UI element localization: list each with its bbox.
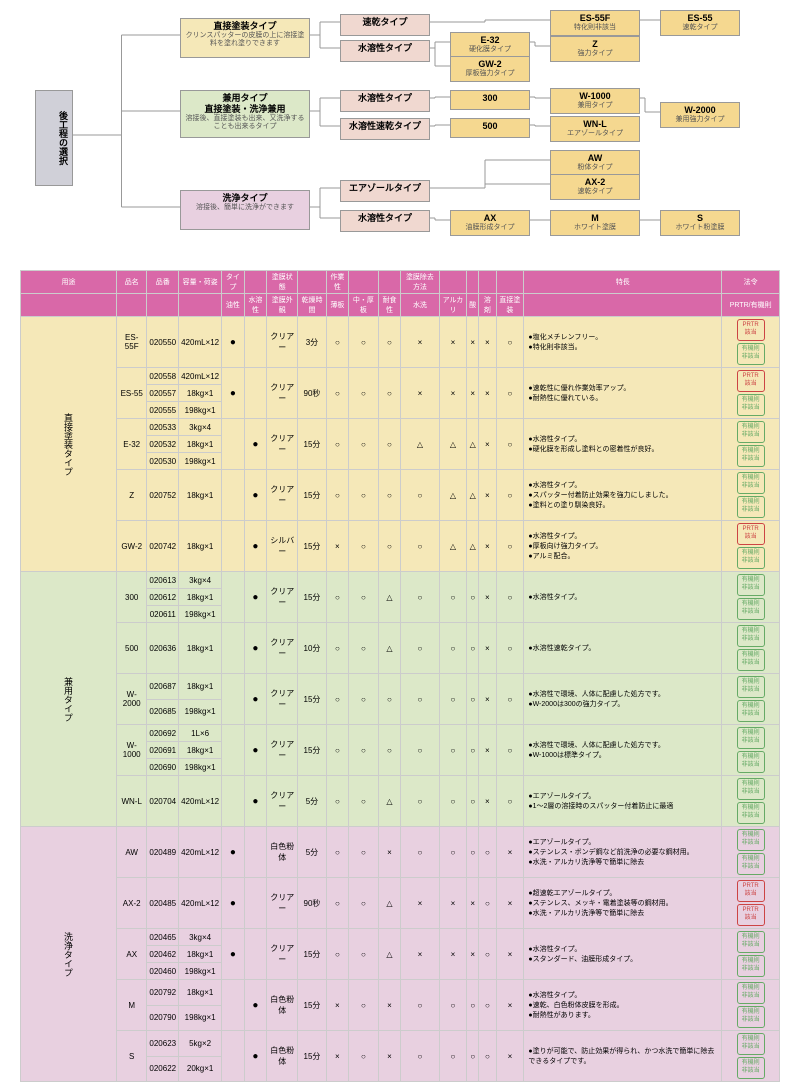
flow-box: 洗浄タイプ溶接後、簡単に洗浄ができます <box>180 190 310 230</box>
flow-box: 兼用タイプ直接塗装・洗浄兼用溶接後、直接塗装も出来、又洗浄することも出来るタイプ <box>180 90 310 138</box>
flow-box: 水溶性タイプ <box>340 90 430 112</box>
flow-box: Sホワイト粉塗膜 <box>660 210 740 236</box>
flow-box: W-2000兼用強力タイプ <box>660 102 740 128</box>
flow-box: WN-Lエアゾールタイプ <box>550 116 640 142</box>
flow-box: AX-2速乾タイプ <box>550 174 640 200</box>
flow-box: E-32硬化膜タイプ <box>450 32 530 58</box>
flow-box: 水溶性タイプ <box>340 210 430 232</box>
flow-box: Mホワイト塗膜 <box>550 210 640 236</box>
flow-box: Z強力タイプ <box>550 36 640 62</box>
flowchart: 後工程の選択 直接塗装タイプクリンスパッターの皮膜の上に溶接塗料を塗れ塗りできます… <box>20 10 780 270</box>
flow-box: GW-2厚板強力タイプ <box>450 56 530 82</box>
flow-box: 水溶性タイプ <box>340 40 430 62</box>
flow-box: AX油膜形成タイプ <box>450 210 530 236</box>
flow-box: 水溶性速乾タイプ <box>340 118 430 140</box>
flow-box: ES-55速乾タイプ <box>660 10 740 36</box>
flow-box: 直接塗装タイプクリンスパッターの皮膜の上に溶接塗料を塗れ塗りできます <box>180 18 310 58</box>
flow-box: AW粉体タイプ <box>550 150 640 176</box>
flow-box: 後工程の選択 <box>35 90 73 186</box>
flow-box: ES-55F特化則非該当 <box>550 10 640 36</box>
flow-box: 300 <box>450 90 530 110</box>
flow-box: エアゾールタイプ <box>340 180 430 202</box>
product-table: 用途品名品番容量・荷姿タイプ塗膜状態作業性塗膜除去方法特長法令油性水溶性塗膜外観… <box>20 270 780 1082</box>
flow-box: W-1000兼用タイプ <box>550 88 640 114</box>
flow-box: 速乾タイプ <box>340 14 430 36</box>
flow-box: 500 <box>450 118 530 138</box>
